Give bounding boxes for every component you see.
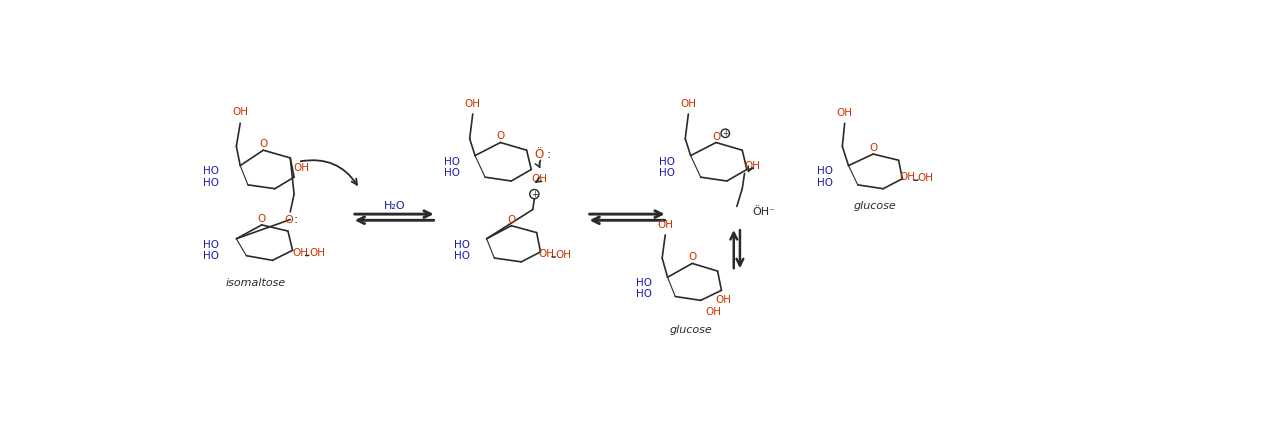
Text: HO: HO [453, 240, 470, 250]
Text: OH: OH [657, 220, 673, 230]
Text: O: O [284, 215, 293, 225]
Text: OH: OH [681, 99, 696, 109]
Text: OH: OH [310, 248, 325, 258]
Text: O: O [869, 143, 877, 153]
Text: O: O [259, 139, 268, 149]
Text: HO: HO [636, 289, 652, 299]
Text: O: O [507, 215, 516, 225]
Text: HO: HO [202, 240, 219, 250]
Text: HO: HO [817, 166, 833, 176]
Text: ÖH⁻: ÖH⁻ [753, 207, 776, 217]
Text: OH: OH [294, 163, 310, 173]
Text: +: + [722, 129, 728, 138]
Text: HO: HO [202, 179, 219, 188]
Text: HO: HO [659, 157, 676, 167]
Text: OH: OH [744, 161, 760, 170]
Text: HO: HO [202, 166, 219, 176]
Text: OH: OH [531, 174, 547, 184]
Text: HO: HO [444, 157, 460, 167]
Text: OH: OH [705, 307, 722, 317]
Text: OH: OH [900, 172, 915, 182]
Text: HO: HO [817, 178, 833, 187]
Text: H₂O: H₂O [384, 201, 404, 212]
Text: :: : [547, 148, 550, 161]
Text: HO: HO [453, 251, 470, 261]
Text: O: O [712, 132, 721, 142]
Text: :: : [293, 213, 298, 226]
Text: HO: HO [636, 278, 652, 287]
Text: OH: OH [538, 249, 554, 259]
Text: OH: OH [556, 250, 572, 260]
Text: glucose: glucose [854, 201, 897, 212]
Text: glucose: glucose [669, 325, 712, 335]
Text: OH: OH [716, 296, 732, 305]
Text: OH: OH [232, 107, 248, 117]
Text: OH: OH [292, 248, 308, 258]
Text: OH: OH [837, 108, 852, 118]
Text: OH: OH [918, 173, 933, 183]
Text: O: O [689, 252, 696, 262]
Text: isomaltose: isomaltose [225, 279, 285, 288]
Text: +: + [531, 190, 538, 198]
Text: OH: OH [465, 99, 481, 109]
Text: HO: HO [444, 168, 460, 179]
Text: HO: HO [659, 168, 676, 179]
Text: HO: HO [202, 251, 219, 262]
Text: O: O [257, 214, 266, 224]
Text: Ö: Ö [534, 148, 544, 161]
Text: O: O [497, 131, 504, 141]
